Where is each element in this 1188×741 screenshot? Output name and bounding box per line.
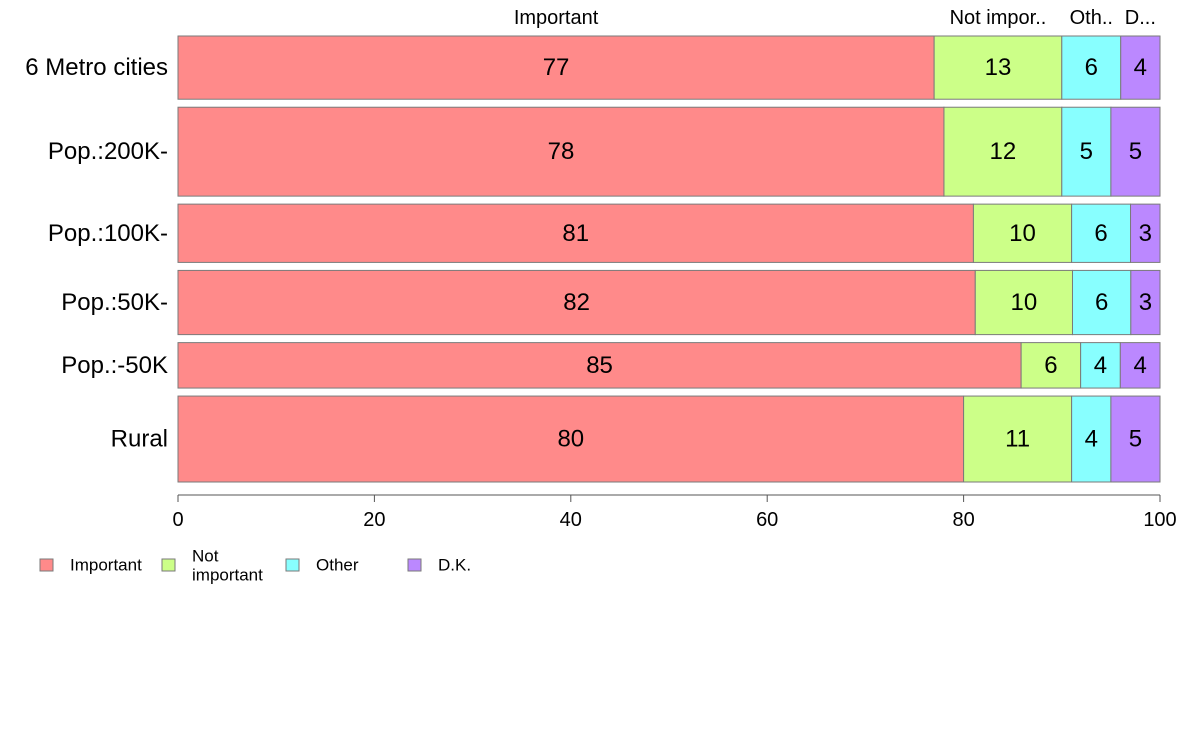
bar-segment-important <box>177 203 974 263</box>
bar-segment-d-k <box>1130 203 1161 263</box>
x-axis: 0 20 40 60 80 100 <box>172 494 1177 531</box>
data-label: 10 <box>1011 289 1038 316</box>
data-label: 6 <box>1085 54 1098 81</box>
legend: Important Not important Other D.K. <box>39 546 471 584</box>
x-tick-label: 60 <box>756 509 778 531</box>
legend-item-important: Important <box>39 556 142 575</box>
legend-item-other: Other <box>285 556 359 575</box>
column-header-not-important: Not impor.. <box>950 7 1047 29</box>
data-label: 11 <box>1005 426 1030 453</box>
bar-segment-important <box>177 269 976 336</box>
bar-segment-d-k <box>1130 269 1161 336</box>
legend-swatch <box>407 558 422 572</box>
data-label: 82 <box>563 289 590 316</box>
data-label: 5 <box>1129 138 1142 165</box>
data-label: 13 <box>985 54 1012 81</box>
legend-label: Not important <box>192 546 263 584</box>
bar-segment-not-important <box>974 269 1073 336</box>
bar-segment-d-k <box>1110 106 1161 197</box>
category-label: Rural <box>111 426 168 453</box>
bar-segment-d-k <box>1120 35 1161 100</box>
data-label: 12 <box>990 138 1017 165</box>
column-header-important: Important <box>514 7 599 29</box>
column-header-d-k: D... <box>1125 7 1156 29</box>
bar-row-pop-100k: Pop.:100K- 81 10 6 3 <box>48 203 1161 263</box>
x-tick-label: 20 <box>363 509 385 531</box>
data-label: 5 <box>1080 138 1093 165</box>
bar-segment-not-important <box>943 106 1063 197</box>
bar-segment-not-important <box>933 35 1063 100</box>
category-label: Pop.:-50K <box>61 352 168 379</box>
x-tick-label: 100 <box>1143 509 1176 531</box>
category-label: Pop.:100K- <box>48 220 168 247</box>
data-label: 6 <box>1044 352 1057 379</box>
data-label: 80 <box>557 426 584 453</box>
data-label: 5 <box>1129 426 1142 453</box>
legend-label: Important <box>70 556 142 575</box>
bar-segment-other <box>1061 106 1112 197</box>
data-label: 4 <box>1085 426 1098 453</box>
bar-row-6-metro-cities: 6 Metro cities 77 13 6 4 <box>25 35 1161 100</box>
data-label: 4 <box>1094 352 1107 379</box>
data-label: 10 <box>1009 220 1036 247</box>
x-tick-label: 40 <box>560 509 582 531</box>
bar-row-rural: Rural 80 11 4 5 <box>111 395 1161 483</box>
column-header-other: Oth.. <box>1070 7 1113 29</box>
bar-row-pop-50k: Pop.:50K- 82 10 6 3 <box>61 269 1161 336</box>
data-label: 4 <box>1134 54 1147 81</box>
bar-segment-d-k <box>1119 342 1161 389</box>
x-tick-label: 0 <box>172 509 183 531</box>
data-label: 81 <box>562 220 589 247</box>
data-label: 6 <box>1094 220 1107 247</box>
x-tick-label: 80 <box>952 509 974 531</box>
bar-segment-important <box>177 106 945 197</box>
bar-row-pop-50k: Pop.:-50K 85 6 4 4 <box>61 342 1161 389</box>
legend-item-not-important: Not important <box>161 546 263 584</box>
legend-swatch <box>285 558 300 572</box>
category-label: Pop.:50K- <box>61 289 168 316</box>
bar-segment-not-important <box>1020 342 1082 389</box>
category-label: Pop.:200K- <box>48 138 168 165</box>
data-label: 77 <box>543 54 570 81</box>
data-label: 4 <box>1133 352 1146 379</box>
bar-segment-d-k <box>1110 395 1161 483</box>
data-label: 3 <box>1139 289 1152 316</box>
data-label: 6 <box>1095 289 1108 316</box>
data-label: 78 <box>548 138 575 165</box>
bar-segment-important <box>177 342 1022 389</box>
data-label: 85 <box>586 352 613 379</box>
legend-item-d-k: D.K. <box>407 556 471 575</box>
legend-swatch <box>39 558 54 572</box>
legend-swatch <box>161 558 176 572</box>
category-label: 6 Metro cities <box>25 54 168 81</box>
bar-segment-other <box>1071 395 1112 483</box>
legend-label: Other <box>316 556 359 575</box>
bar-segment-not-important <box>972 203 1073 263</box>
bar-segment-other <box>1080 342 1121 389</box>
bar-segment-important <box>177 395 965 483</box>
bar-segment-important <box>177 35 935 100</box>
bar-row-pop-200k: Pop.:200K- 78 12 5 5 <box>48 106 1161 197</box>
bar-segment-other <box>1061 35 1122 100</box>
bar-segment-not-important <box>963 395 1073 483</box>
legend-label: D.K. <box>438 556 471 575</box>
data-label: 3 <box>1139 220 1152 247</box>
